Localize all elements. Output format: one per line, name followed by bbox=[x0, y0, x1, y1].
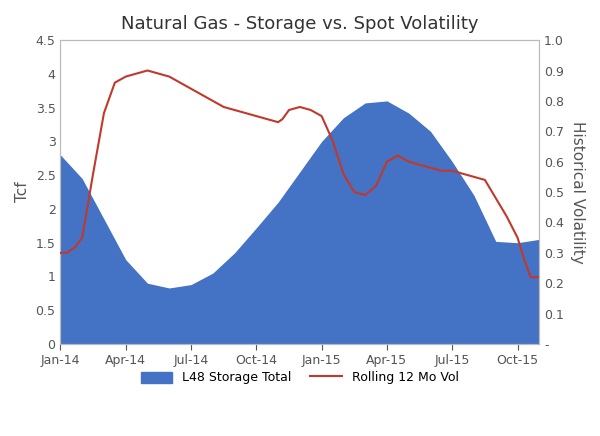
Legend: L48 Storage Total, Rolling 12 Mo Vol: L48 Storage Total, Rolling 12 Mo Vol bbox=[136, 366, 464, 389]
Title: Natural Gas - Storage vs. Spot Volatility: Natural Gas - Storage vs. Spot Volatilit… bbox=[121, 15, 479, 33]
Y-axis label: Historical Volatility: Historical Volatility bbox=[570, 121, 585, 263]
Y-axis label: Tcf: Tcf bbox=[15, 182, 30, 202]
